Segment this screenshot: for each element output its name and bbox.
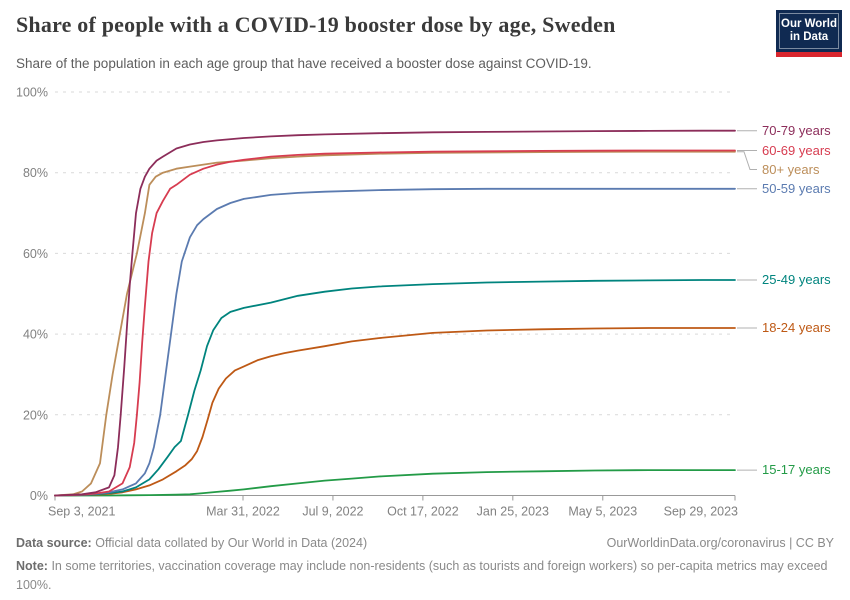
legend-label-15-17-years[interactable]: 15-17 years xyxy=(762,462,831,478)
page-title: Share of people with a COVID-19 booster … xyxy=(16,12,616,37)
chart-footer: Data source: Official data collated by O… xyxy=(16,534,834,594)
legend-label-60-69-years[interactable]: 60-69 years xyxy=(762,142,831,158)
series-line-70-79-years[interactable] xyxy=(54,129,736,497)
legend-label-50-59-years[interactable]: 50-59 years xyxy=(762,180,831,196)
data-source-text: Official data collated by Our World in D… xyxy=(95,536,368,550)
y-axis-label: 40% xyxy=(23,328,48,342)
line-chart: 0% 20% 40% 60% 80% 100% Sep 3, 2021 Mar 31, 202… xyxy=(0,85,850,530)
note-label: Note: xyxy=(16,558,48,573)
x-axis-label: Sep 29, 2023 xyxy=(664,505,738,519)
y-axis-label: 100% xyxy=(16,86,48,100)
y-axis-label: 0% xyxy=(30,489,48,503)
series-line-18-24-years[interactable] xyxy=(54,327,736,497)
chart-canvas: 0% 20% 40% 60% 80% 100% Sep 3, 2021 Mar 31, 202… xyxy=(16,86,757,519)
x-axis-label: Sep 3, 2021 xyxy=(48,505,115,519)
x-axis-label: Oct 17, 2022 xyxy=(387,505,459,519)
owid-logo-text: Our World in Data xyxy=(779,13,839,49)
series-line-60-69-years[interactable] xyxy=(54,149,736,497)
series-line-15-17-years[interactable] xyxy=(54,469,736,497)
note-text: In some territories, vaccination coverag… xyxy=(16,558,828,592)
data-source-label: Data source: xyxy=(16,536,92,550)
x-axis-label: Mar 31, 2022 xyxy=(206,505,280,519)
y-axis-label: 20% xyxy=(23,408,48,422)
x-axis-label: May 5, 2023 xyxy=(568,505,637,519)
series-line-50-59-years[interactable] xyxy=(54,187,736,497)
legend-label-80-years[interactable]: 80+ years xyxy=(762,161,820,177)
x-axis-label: Jan 25, 2023 xyxy=(477,505,549,519)
series-line-25-49-years[interactable] xyxy=(54,279,736,497)
owid-link[interactable]: OurWorldinData.org/coronavirus | CC BY xyxy=(606,536,834,550)
legend-connector xyxy=(737,151,757,170)
y-axis-label: 80% xyxy=(23,166,48,180)
legend-label-25-49-years[interactable]: 25-49 years xyxy=(762,272,831,288)
page-subtitle: Share of the population in each age grou… xyxy=(16,56,592,71)
owid-logo[interactable]: Our World in Data xyxy=(776,10,842,57)
x-axis-label: Jul 9, 2022 xyxy=(302,505,363,519)
series-line-80-years[interactable] xyxy=(54,150,736,497)
y-axis-label: 60% xyxy=(23,247,48,261)
legend-label-18-24-years[interactable]: 18-24 years xyxy=(762,320,831,336)
data-source-line: Data source: Official data collated by O… xyxy=(16,534,367,553)
legend-label-70-79-years[interactable]: 70-79 years xyxy=(762,122,831,138)
